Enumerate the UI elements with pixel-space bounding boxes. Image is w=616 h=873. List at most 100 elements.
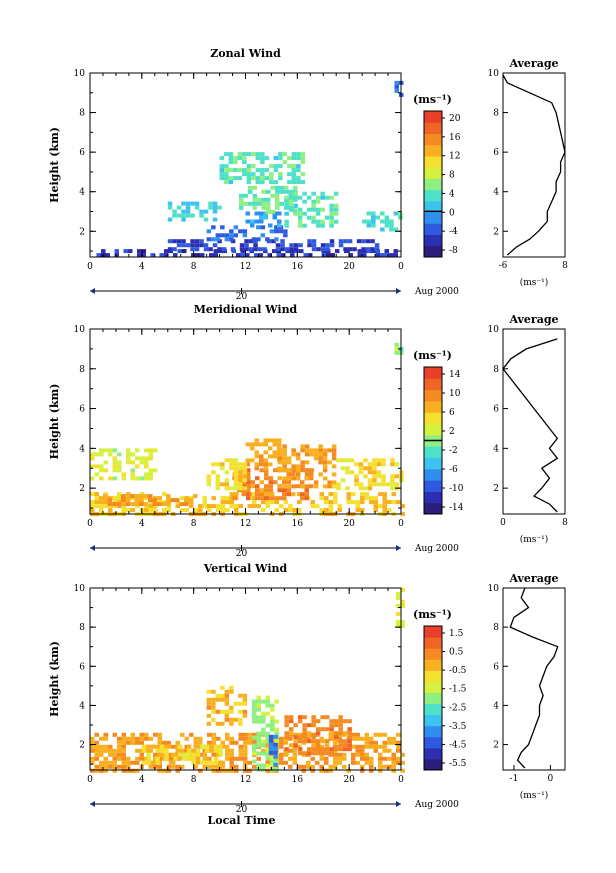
heatmap-cell (224, 233, 230, 238)
heatmap-cell (198, 768, 203, 773)
heatmap-cell (126, 736, 131, 741)
heatmap-cell (265, 768, 270, 773)
heatmap-cell (260, 168, 265, 173)
heatmap-cell (390, 486, 395, 491)
heatmap-cell (329, 719, 334, 724)
colorbar-tick-label: 12 (449, 152, 460, 162)
heatmap-cell (242, 470, 248, 475)
heatmap-cell (306, 736, 311, 741)
average-profile-line (509, 587, 559, 769)
heatmap-cell (310, 504, 315, 509)
average-frame (502, 328, 566, 515)
heatmap-cell (265, 763, 270, 768)
heatmap-cell (367, 466, 373, 471)
heatmap-cell (150, 253, 155, 258)
heatmap-cell (164, 249, 169, 254)
heatmap-cell (360, 744, 365, 749)
heatmap-cell (373, 504, 378, 509)
heatmap-cell (400, 752, 405, 757)
heatmap-cell (184, 508, 189, 513)
heatmap-cell (361, 247, 366, 252)
heatmap-cell (278, 152, 283, 157)
colorbar-swatch (424, 446, 442, 458)
y-tick-label: 4 (79, 444, 85, 454)
heatmap-cell (277, 484, 283, 489)
heatmap-cell (288, 731, 294, 736)
heatmap-cell (215, 693, 221, 698)
heatmap-cell (252, 711, 257, 716)
heatmap-cell (265, 739, 270, 744)
heatmap-cell (355, 748, 360, 753)
heatmap-cell (272, 215, 277, 220)
heatmap-cell (153, 752, 158, 757)
heatmap-cell (275, 201, 280, 206)
heatmap-cell (324, 500, 329, 505)
heatmap-cell (239, 197, 244, 202)
average-title: Average (508, 572, 558, 585)
heatmap-cell (358, 482, 364, 487)
average-y-tick-label: 2 (493, 741, 499, 751)
heatmap-cell (396, 748, 401, 753)
heatmap-cell (153, 764, 158, 769)
colorbar-unit: (ms⁻¹) (413, 608, 452, 621)
heatmap-cell (99, 504, 104, 509)
heatmap-cell (320, 219, 325, 224)
heatmap-cell (186, 744, 192, 749)
heatmap-cell (198, 740, 203, 745)
heatmap-cell (108, 744, 113, 749)
heatmap-cell (338, 727, 343, 732)
heatmap-cell (274, 237, 279, 242)
heatmap-cell (234, 740, 239, 745)
heatmap-cell (300, 496, 305, 501)
heatmap-cell (184, 736, 189, 741)
heatmap-cell (177, 756, 183, 761)
heatmap-cell (172, 247, 177, 252)
heatmap-cell (261, 751, 266, 756)
heatmap-cell (345, 458, 350, 463)
heatmap-cell (391, 500, 396, 505)
heatmap-cell (252, 500, 257, 505)
heatmap-cell (320, 715, 325, 720)
heatmap-cell (282, 488, 287, 493)
heatmap-cell (164, 752, 169, 757)
heatmap-cell (372, 470, 377, 475)
heatmap-cell (146, 744, 151, 749)
heatmap-cell (331, 456, 337, 461)
heatmap-cell (282, 152, 288, 157)
heatmap-cell (400, 760, 405, 765)
heatmap-cell (297, 735, 303, 740)
heatmap-cell (239, 201, 244, 206)
heatmap-cell (327, 484, 332, 489)
heatmap-cell (103, 468, 108, 473)
heatmap-cell (130, 736, 135, 741)
heatmap-cell (297, 747, 303, 752)
heatmap-cell (275, 247, 281, 252)
heatmap-cell (300, 152, 306, 157)
heatmap-cell (311, 219, 316, 224)
heatmap-cell (182, 756, 187, 761)
heatmap-cell (319, 744, 324, 749)
heatmap-cell (378, 732, 383, 737)
heatmap-cell (159, 748, 165, 753)
heatmap-cell (315, 504, 320, 509)
heatmap-cell (296, 156, 301, 161)
y-tick-label: 8 (79, 365, 85, 375)
heatmap-cell (211, 709, 216, 714)
heatmap-cell (256, 707, 261, 712)
heatmap-cell (273, 168, 279, 173)
heatmap-cell (331, 480, 337, 485)
heatmap-cell (261, 719, 266, 724)
heatmap-cell (364, 752, 369, 757)
heatmap-cell (157, 752, 162, 757)
heatmap-cell (274, 731, 279, 736)
heatmap-cell (258, 253, 263, 258)
heatmap-cell (213, 748, 219, 753)
heatmap-cell (381, 462, 386, 467)
heatmap-cell (176, 205, 182, 210)
heatmap-cell (228, 152, 234, 157)
heatmap-cell (293, 243, 299, 248)
heatmap-cell (293, 723, 298, 728)
heatmap-cell (191, 760, 196, 765)
heatmap-cell (103, 448, 108, 453)
